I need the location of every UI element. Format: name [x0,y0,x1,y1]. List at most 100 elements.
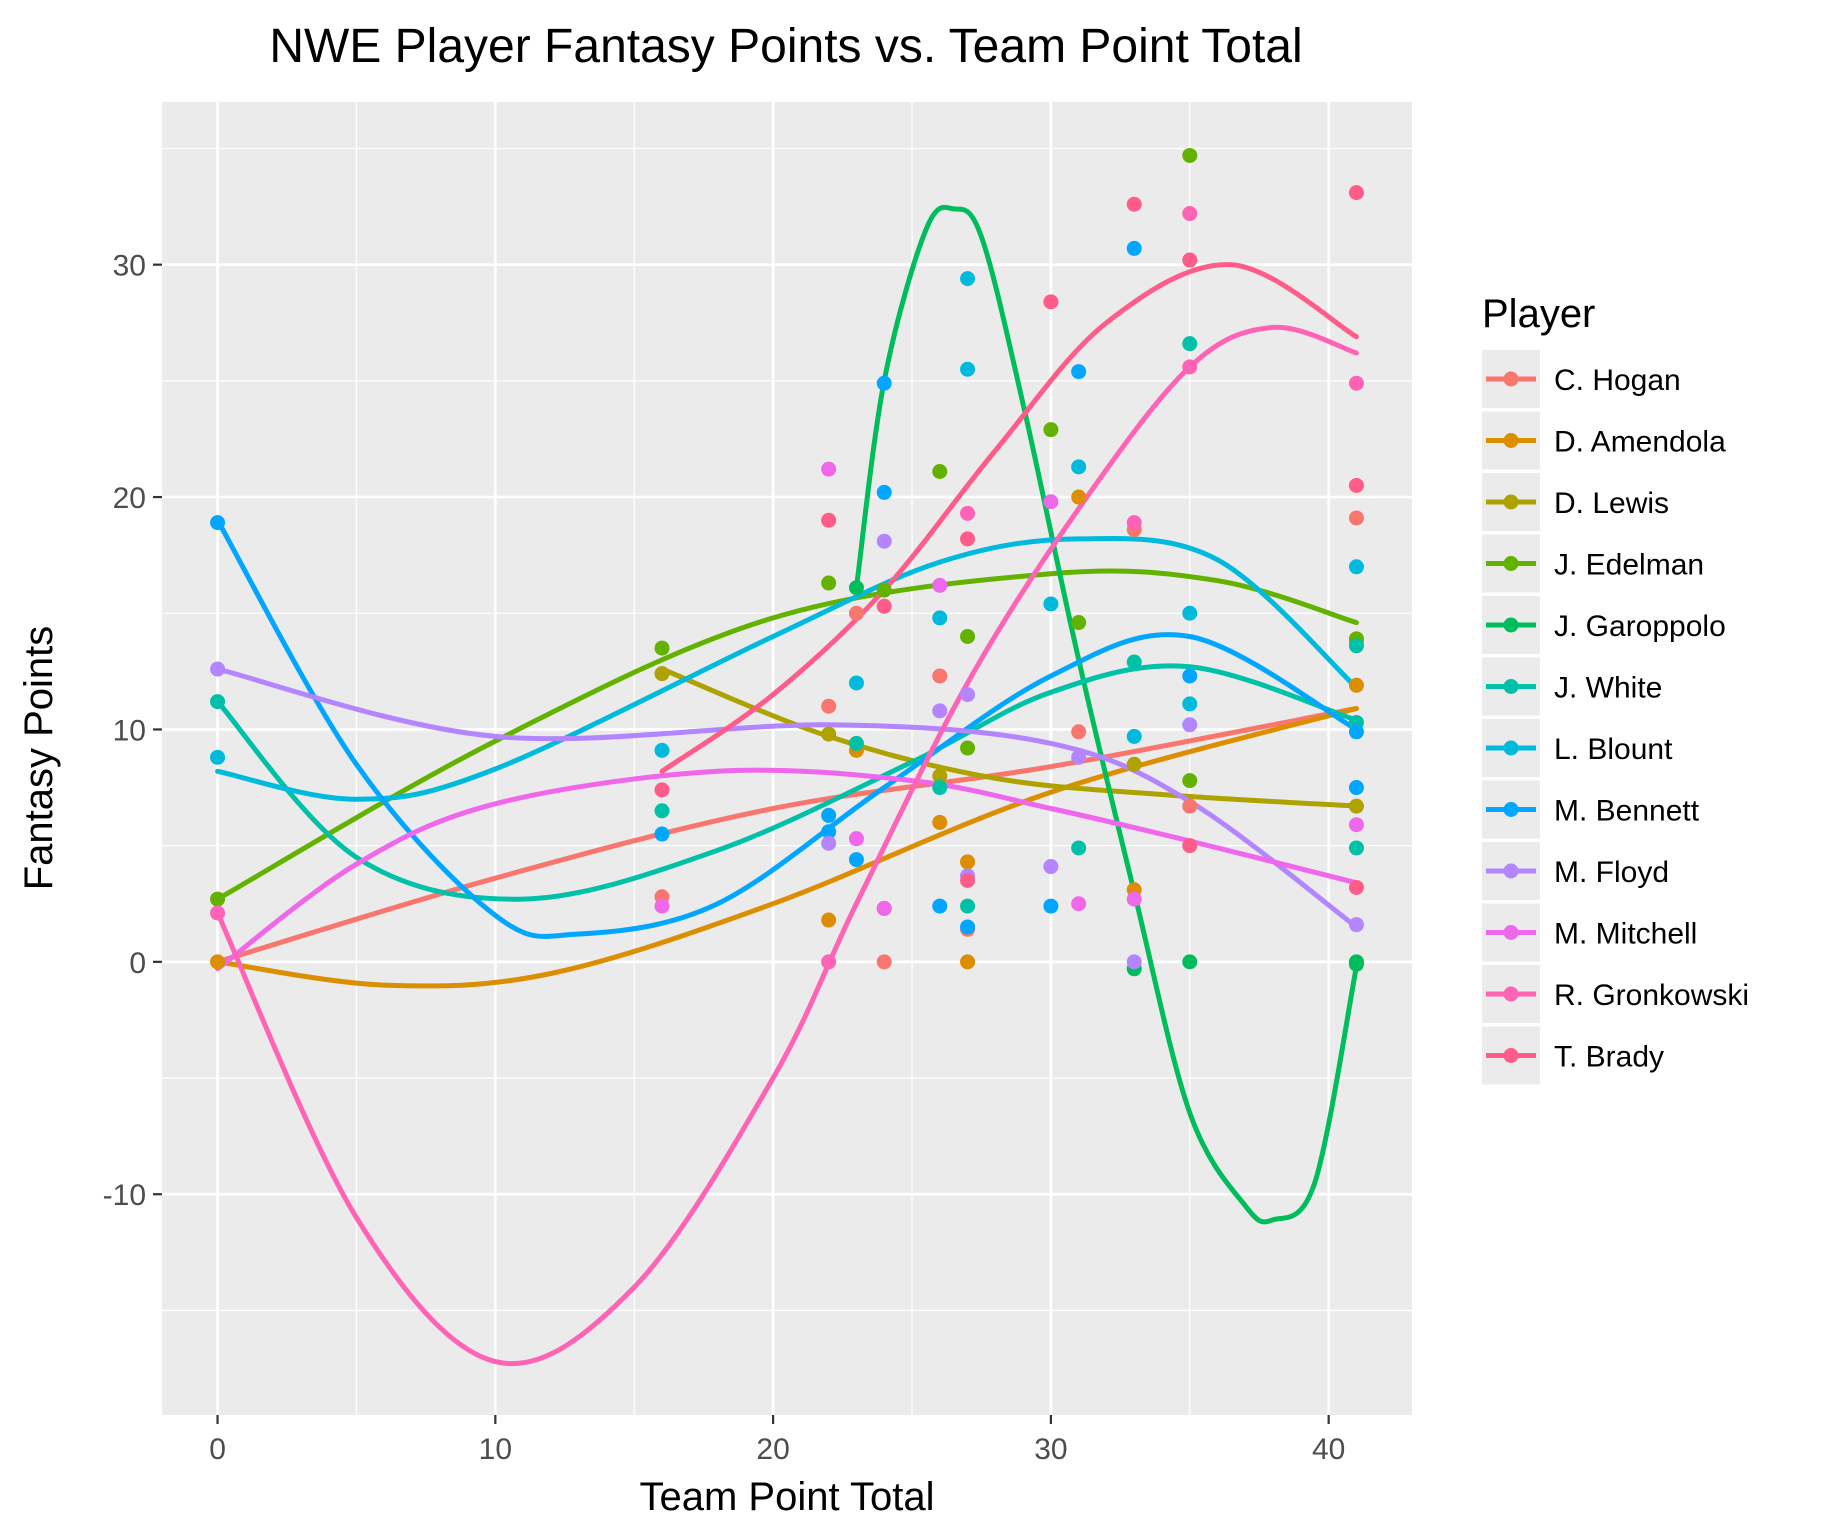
data-point [210,515,225,530]
data-point [1349,376,1364,391]
data-point [1182,359,1197,374]
legend-label: M. Bennett [1554,795,1700,828]
data-point [210,662,225,677]
data-point [932,780,947,795]
data-point [1043,494,1058,509]
data-point [210,892,225,907]
data-point [960,271,975,286]
data-point [1071,840,1086,855]
data-point [877,583,892,598]
legend-key-point [1504,1048,1519,1063]
y-axis-title: Fantasy Points [17,626,61,891]
data-point [655,641,670,656]
y-tick-label: 20 [113,482,146,515]
data-point [210,694,225,709]
data-point [655,803,670,818]
data-point [1182,336,1197,351]
y-axis-ticks: -100102030 [103,250,162,1213]
legend-label: T. Brady [1554,1041,1664,1074]
data-point [877,534,892,549]
legend-label: C. Hogan [1554,364,1681,397]
data-point [960,919,975,934]
data-point [1071,459,1086,474]
data-point [1349,957,1364,972]
legend-title: Player [1482,292,1595,336]
data-point [849,606,864,621]
data-point [1071,615,1086,630]
legend-label: J. Edelman [1554,549,1704,582]
data-point [1127,892,1142,907]
data-point [1182,696,1197,711]
legend-key-point [1504,618,1519,633]
data-point [821,727,836,742]
legend-key-point [1504,864,1519,879]
legend-label: D. Amendola [1554,426,1726,459]
y-tick-label: 0 [129,947,146,980]
data-point [1071,896,1086,911]
data-point [655,899,670,914]
data-point [932,578,947,593]
legend-key-point [1504,556,1519,571]
data-point [655,743,670,758]
data-point [1349,817,1364,832]
data-point [210,750,225,765]
data-point [849,675,864,690]
data-point [960,899,975,914]
data-point [960,687,975,702]
data-point [877,901,892,916]
x-tick-label: 10 [479,1433,512,1466]
data-point [960,873,975,888]
data-point [821,576,836,591]
data-point [821,513,836,528]
data-point [1349,510,1364,525]
legend-label: J. White [1554,672,1662,705]
chart-title: NWE Player Fantasy Points vs. Team Point… [269,20,1302,73]
x-tick-label: 20 [756,1433,789,1466]
data-point [1349,840,1364,855]
data-point [821,836,836,851]
data-point [1349,780,1364,795]
y-tick-label: 10 [113,714,146,747]
data-point [1127,729,1142,744]
data-point [960,741,975,756]
data-point [1043,294,1058,309]
legend-items: C. Hogan D. Amendola D. Lewis J. Edelman J. … [1482,350,1749,1085]
data-point [932,899,947,914]
data-point [960,629,975,644]
data-point [1127,655,1142,670]
data-point [821,954,836,969]
data-point [960,854,975,869]
data-point [655,827,670,842]
data-point [1043,859,1058,874]
data-point [1043,596,1058,611]
data-point [1182,954,1197,969]
data-point [1349,185,1364,200]
data-point [1182,773,1197,788]
data-point [1349,478,1364,493]
legend-label: J. Garoppolo [1554,610,1726,643]
x-tick-label: 30 [1034,1433,1067,1466]
legend-label: M. Floyd [1554,856,1669,889]
legend-key-point [1504,372,1519,387]
x-axis-title: Team Point Total [640,1475,935,1519]
data-point [1349,880,1364,895]
data-point [932,464,947,479]
data-point [1182,253,1197,268]
legend-label: D. Lewis [1554,487,1669,520]
data-point [1071,750,1086,765]
legend-key-point [1504,741,1519,756]
data-point [932,703,947,718]
data-point [877,599,892,614]
data-point [821,699,836,714]
legend-key-point [1504,925,1519,940]
data-point [932,610,947,625]
y-tick-label: -10 [103,1179,146,1212]
data-point [1182,717,1197,732]
data-point [210,906,225,921]
data-point [1043,422,1058,437]
data-point [932,669,947,684]
legend-label: L. Blount [1554,733,1673,766]
data-point [960,954,975,969]
x-tick-label: 40 [1312,1433,1345,1466]
x-axis-ticks: 0 10 20 30 40 [209,1415,1345,1466]
